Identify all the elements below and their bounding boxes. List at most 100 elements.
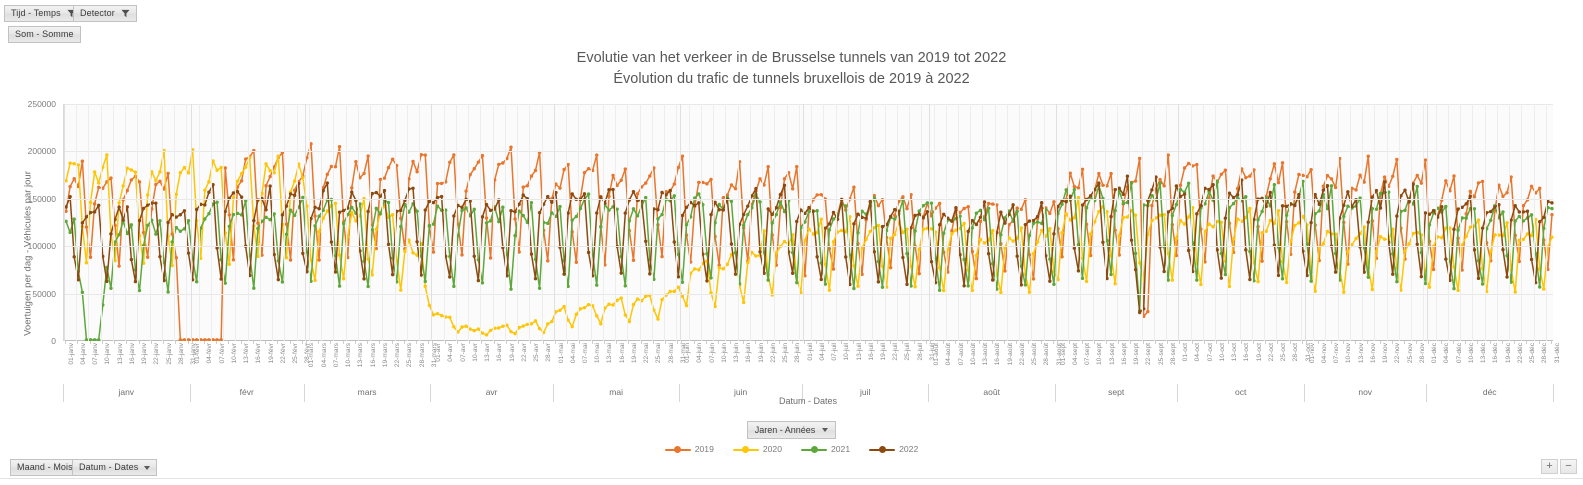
x-axis-tick-mark <box>1342 341 1344 344</box>
zoom-out-button[interactable]: − <box>1560 459 1577 474</box>
gridline-vertical <box>1202 104 1204 341</box>
x-axis-tick-mark <box>163 341 164 344</box>
x-axis-tick-label: 10-août <box>969 343 977 366</box>
x-axis-tick-mark <box>991 341 993 344</box>
x-axis-tick-mark <box>379 341 381 344</box>
gridline-vertical <box>639 104 641 341</box>
x-axis-tick-mark <box>1179 341 1181 344</box>
x-axis-tick-mark <box>342 341 344 344</box>
x-axis-tick-label: 13-oct <box>1231 343 1239 362</box>
x-axis-tick-mark <box>1379 341 1381 344</box>
gridline-vertical <box>210 104 212 341</box>
x-axis-tick-label: 16-août <box>994 343 1002 366</box>
x-axis-tick-mark <box>1538 341 1540 344</box>
x-axis-tick-label: 28-mai <box>667 343 675 364</box>
x-axis-tick-mark <box>930 341 932 344</box>
x-axis-tick-label: 04-oct <box>1194 343 1202 362</box>
month-label: oct <box>1235 387 1247 397</box>
x-axis-tick-mark <box>416 341 418 344</box>
slicer-maand-mois[interactable]: Maand - Mois <box>10 459 92 476</box>
gridline-vertical <box>1460 104 1462 341</box>
legend-item-2020[interactable]: 2020 <box>732 444 782 454</box>
x-axis-tick-label: 01-janv <box>67 343 75 365</box>
x-axis-tick-label: 22-juin <box>769 343 777 363</box>
x-axis-tick-label: 25-nov <box>1406 343 1414 364</box>
x-axis-tick-label: 16-janv <box>128 343 136 365</box>
gridline-vertical <box>149 104 151 341</box>
gridline-vertical <box>994 104 996 341</box>
gridline-vertical <box>1239 104 1241 341</box>
x-axis-tick-label: 19-juil <box>879 343 887 361</box>
gridline-vertical <box>1521 104 1523 341</box>
slicer-som-somme[interactable]: Som - Somme <box>8 26 81 43</box>
x-axis-tick-label: 28-oct <box>1292 343 1300 362</box>
x-axis-tick-label: 10-nov <box>1345 343 1353 364</box>
x-axis-tick-label: 16-nov <box>1369 343 1377 364</box>
chevron-down-icon[interactable] <box>144 465 151 470</box>
gridline-vertical <box>1031 104 1033 341</box>
legend-items: 2019 2020 2021 2022 <box>0 444 1583 454</box>
gridline-vertical <box>529 104 531 341</box>
month-label: janv <box>118 387 135 397</box>
gridline-vertical <box>566 104 568 341</box>
x-axis-tick-label: 25-avr <box>533 343 540 362</box>
slicer-datum-dates[interactable]: Datum - Dates <box>72 459 158 476</box>
zoom-in-button[interactable]: + <box>1541 459 1558 474</box>
x-axis-tick-label: 25-août <box>1031 343 1039 366</box>
x-axis-tick-label: 25-déc <box>1529 343 1537 364</box>
x-axis-tick-label: 25-oct <box>1280 343 1288 362</box>
x-axis-tick-label: 13-févr <box>243 343 251 364</box>
x-axis-tick-label: 04-juil <box>818 343 826 361</box>
gridline-vertical <box>100 104 102 341</box>
x-axis-tick-mark <box>354 341 356 344</box>
gridline-vertical <box>1398 104 1400 341</box>
x-axis-tick-mark <box>505 341 507 344</box>
chart-title-fr: Évolution du trafic de tunnels bruxelloi… <box>613 71 970 87</box>
x-axis-tick-mark <box>603 341 605 344</box>
slicer-jaren-annees[interactable]: Jaren - Années <box>746 421 837 439</box>
x-axis-tick-mark <box>665 341 667 344</box>
gridline-vertical <box>1153 104 1155 341</box>
legend-item-2022[interactable]: 2022 <box>869 444 918 454</box>
x-axis-tick-label: 04-nov <box>1320 343 1328 364</box>
x-axis-tick-mark <box>1318 341 1320 344</box>
x-axis-tick-label: 22-nov <box>1394 343 1402 364</box>
gridline-month <box>304 104 306 341</box>
x-axis-tick-mark <box>1240 341 1242 344</box>
x-axis-tick-mark <box>1265 341 1267 344</box>
x-axis-tick-label: 28-juin <box>794 343 802 363</box>
x-axis-tick-label: 13-sept <box>1108 343 1116 365</box>
month-separator <box>1553 384 1554 402</box>
gridline-vertical <box>896 104 898 341</box>
x-axis-tick-mark <box>1252 341 1254 344</box>
chevron-down-icon[interactable] <box>822 428 829 432</box>
gridline-vertical <box>468 104 470 341</box>
gridline-month <box>64 104 65 341</box>
x-axis-tick-label: 07-sept <box>1084 343 1092 365</box>
x-axis-tick-label: 28-nov <box>1418 343 1426 364</box>
filter-icon[interactable] <box>121 9 130 18</box>
gridline-vertical <box>308 104 310 341</box>
legend-item-2021[interactable]: 2021 <box>801 444 850 454</box>
gridline-vertical <box>700 104 702 341</box>
x-axis-tick-label: 10-mai <box>594 343 602 364</box>
month-separator <box>1054 384 1056 402</box>
x-axis-tick-mark <box>901 341 903 344</box>
slicer-detector[interactable]: Detector <box>73 5 137 22</box>
gridline-vertical <box>76 104 78 341</box>
x-axis-tick-mark <box>1477 341 1479 344</box>
slicer-datum-label: Datum - Dates <box>79 462 139 472</box>
x-axis-tick-label: 01-mars <box>308 343 316 368</box>
x-axis-tick-label: 19-mai <box>630 343 638 364</box>
x-axis-tick-label: 19-avr <box>508 343 516 362</box>
x-axis-tick-mark <box>138 341 140 344</box>
gridline-vertical <box>1300 104 1302 341</box>
x-axis-tick-label: 22-déc <box>1516 343 1524 364</box>
gridline-vertical <box>615 104 617 341</box>
x-axis-tick-mark <box>1301 341 1303 344</box>
gridline-vertical <box>321 104 323 341</box>
legend-item-2019[interactable]: 2019 <box>664 444 714 454</box>
x-axis-tick-mark <box>803 341 805 344</box>
x-axis-tick-mark <box>1440 341 1442 344</box>
x-axis-tick-mark <box>591 341 593 344</box>
